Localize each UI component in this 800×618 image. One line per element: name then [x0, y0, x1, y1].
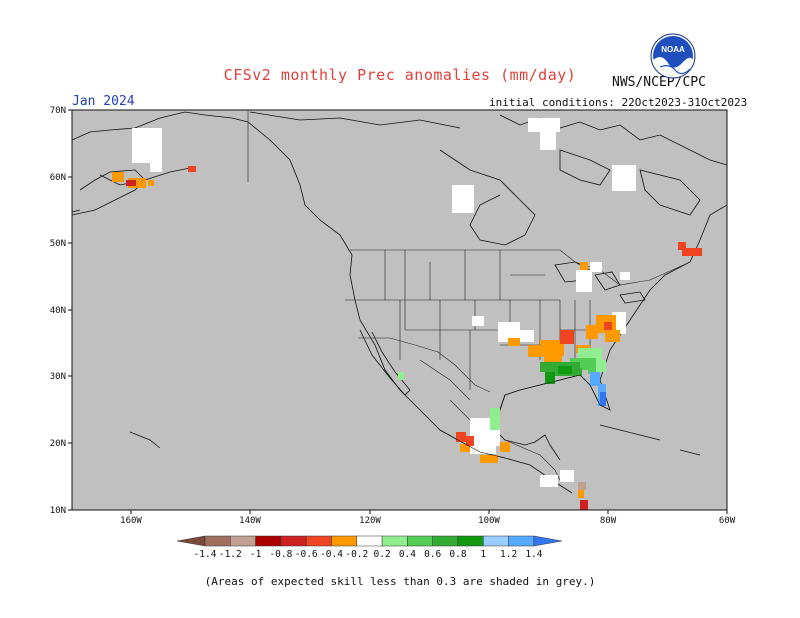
colorbar-segment [407, 535, 433, 547]
lon-label-80w: 80W [600, 516, 617, 526]
lat-label-30n: 30N [50, 372, 66, 382]
target-month-label: Jan 2024 [72, 94, 135, 109]
colorbar-label: -0.8 [269, 549, 292, 560]
colorbar-segment [230, 535, 256, 547]
noaa-logo-icon: NOAA [650, 33, 696, 79]
lat-label-40n: 40N [50, 306, 66, 316]
lon-label-140w: 140W [239, 516, 261, 526]
colorbar-label: 0.4 [399, 549, 416, 560]
colorbar-segment [280, 535, 307, 547]
colorbar-label: 0.8 [449, 549, 466, 560]
colorbar-label: -0.4 [320, 549, 343, 560]
colorbar-segment [331, 535, 358, 547]
colorbar-segment [356, 535, 383, 547]
colorbar-segment [255, 535, 282, 547]
colorbar-label: -1.2 [219, 549, 242, 560]
colorbar-label: 0.6 [424, 549, 441, 560]
colorbar-segment [176, 535, 206, 547]
borders [247, 110, 691, 481]
coastlines-overlay [439, 374, 611, 459]
colorbar-label: -1.4 [194, 549, 217, 560]
colorbar-label: -0.6 [295, 549, 318, 560]
colorbar-segment [381, 535, 408, 547]
lat-label-60n: 60N [50, 173, 66, 183]
colorbar-label: -0.2 [345, 549, 368, 560]
lat-label-50n: 50N [50, 239, 66, 249]
lon-label-160w: 160W [120, 516, 142, 526]
colorbar-segment [508, 535, 535, 547]
colorbar-segment [432, 535, 459, 547]
anomaly-patches [112, 118, 702, 510]
colorbar-segment [204, 535, 231, 547]
lon-label-120w: 120W [359, 516, 381, 526]
colorbar-label: 1.2 [500, 549, 517, 560]
colorbar-label: 1.4 [525, 549, 542, 560]
organization-label: NWS/NCEP/CPC [612, 75, 706, 90]
longitude-axis: 160W 140W 120W 100W 80W 60W [120, 510, 736, 526]
colorbar-label: -1 [250, 549, 262, 560]
colorbar-label: 1 [480, 549, 486, 560]
lat-label-10n: 10N [50, 506, 66, 516]
latitude-axis: 70N 60N 50N 40N 30N 20N 10N [50, 106, 72, 516]
lat-label-20n: 20N [50, 439, 66, 449]
lon-label-100w: 100W [478, 516, 500, 526]
colorbar-segment [533, 535, 562, 547]
svg-text:NOAA: NOAA [661, 45, 685, 54]
skill-footnote: (Areas of expected skill less than 0.3 a… [204, 575, 596, 588]
colorbar-segment [483, 535, 509, 547]
initial-conditions-label: initial conditions: 22Oct2023-31Oct2023 [489, 96, 748, 109]
map-title: CFSv2 monthly Prec anomalies (mm/day) [223, 66, 577, 84]
lon-label-60w: 60W [719, 516, 736, 526]
lat-label-70n: 70N [50, 106, 66, 116]
colorbar-segment [305, 535, 332, 547]
colorbar: -1.4 -1.2 -1 -0.8 -0.6 -0.4 -0.2 0.2 0.4 0.6 0.8 1 1… [176, 535, 562, 560]
colorbar-label: 0.2 [374, 549, 391, 560]
colorbar-segment [457, 535, 484, 547]
